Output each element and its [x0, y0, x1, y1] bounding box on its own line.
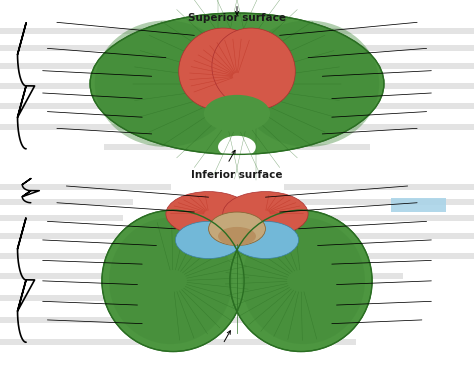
Bar [391, 198, 446, 212]
Bar [294, 215, 474, 221]
Bar [0, 45, 137, 51]
Bar [0, 124, 133, 130]
Bar [0, 317, 142, 323]
Bar [0, 103, 133, 109]
Bar [0, 233, 123, 239]
Bar [0, 295, 142, 301]
Bar [332, 83, 474, 89]
Ellipse shape [218, 227, 256, 246]
Bar [284, 199, 474, 205]
Bar [332, 124, 474, 130]
Ellipse shape [102, 210, 244, 352]
Bar [0, 28, 199, 34]
Bar [308, 253, 474, 259]
Bar [261, 295, 356, 301]
Bar [0, 184, 171, 190]
Bar [0, 199, 133, 205]
Ellipse shape [109, 218, 232, 344]
Ellipse shape [175, 221, 242, 259]
Bar [294, 28, 474, 34]
Bar [332, 103, 474, 109]
Ellipse shape [242, 218, 365, 344]
Bar [0, 339, 142, 345]
Bar [190, 339, 356, 345]
Bar [0, 63, 128, 69]
Ellipse shape [218, 136, 256, 158]
Ellipse shape [237, 20, 379, 147]
Bar [322, 45, 474, 51]
Ellipse shape [179, 28, 262, 110]
Ellipse shape [204, 95, 270, 132]
Bar [0, 273, 123, 279]
Ellipse shape [90, 13, 384, 154]
Bar [303, 233, 474, 239]
Bar [0, 253, 123, 259]
Ellipse shape [209, 212, 265, 246]
Bar [284, 184, 474, 190]
Text: Inferior surface: Inferior surface [191, 170, 283, 180]
Ellipse shape [212, 28, 295, 110]
Bar [228, 317, 360, 323]
Ellipse shape [232, 221, 299, 259]
Bar [0, 83, 128, 89]
Ellipse shape [230, 210, 372, 352]
Bar [0, 215, 123, 221]
Ellipse shape [223, 192, 308, 236]
Bar [104, 144, 370, 150]
Bar [284, 273, 403, 279]
Bar [332, 63, 474, 69]
Text: Superior surface: Superior surface [188, 13, 286, 23]
Ellipse shape [166, 192, 251, 236]
Ellipse shape [95, 20, 237, 147]
